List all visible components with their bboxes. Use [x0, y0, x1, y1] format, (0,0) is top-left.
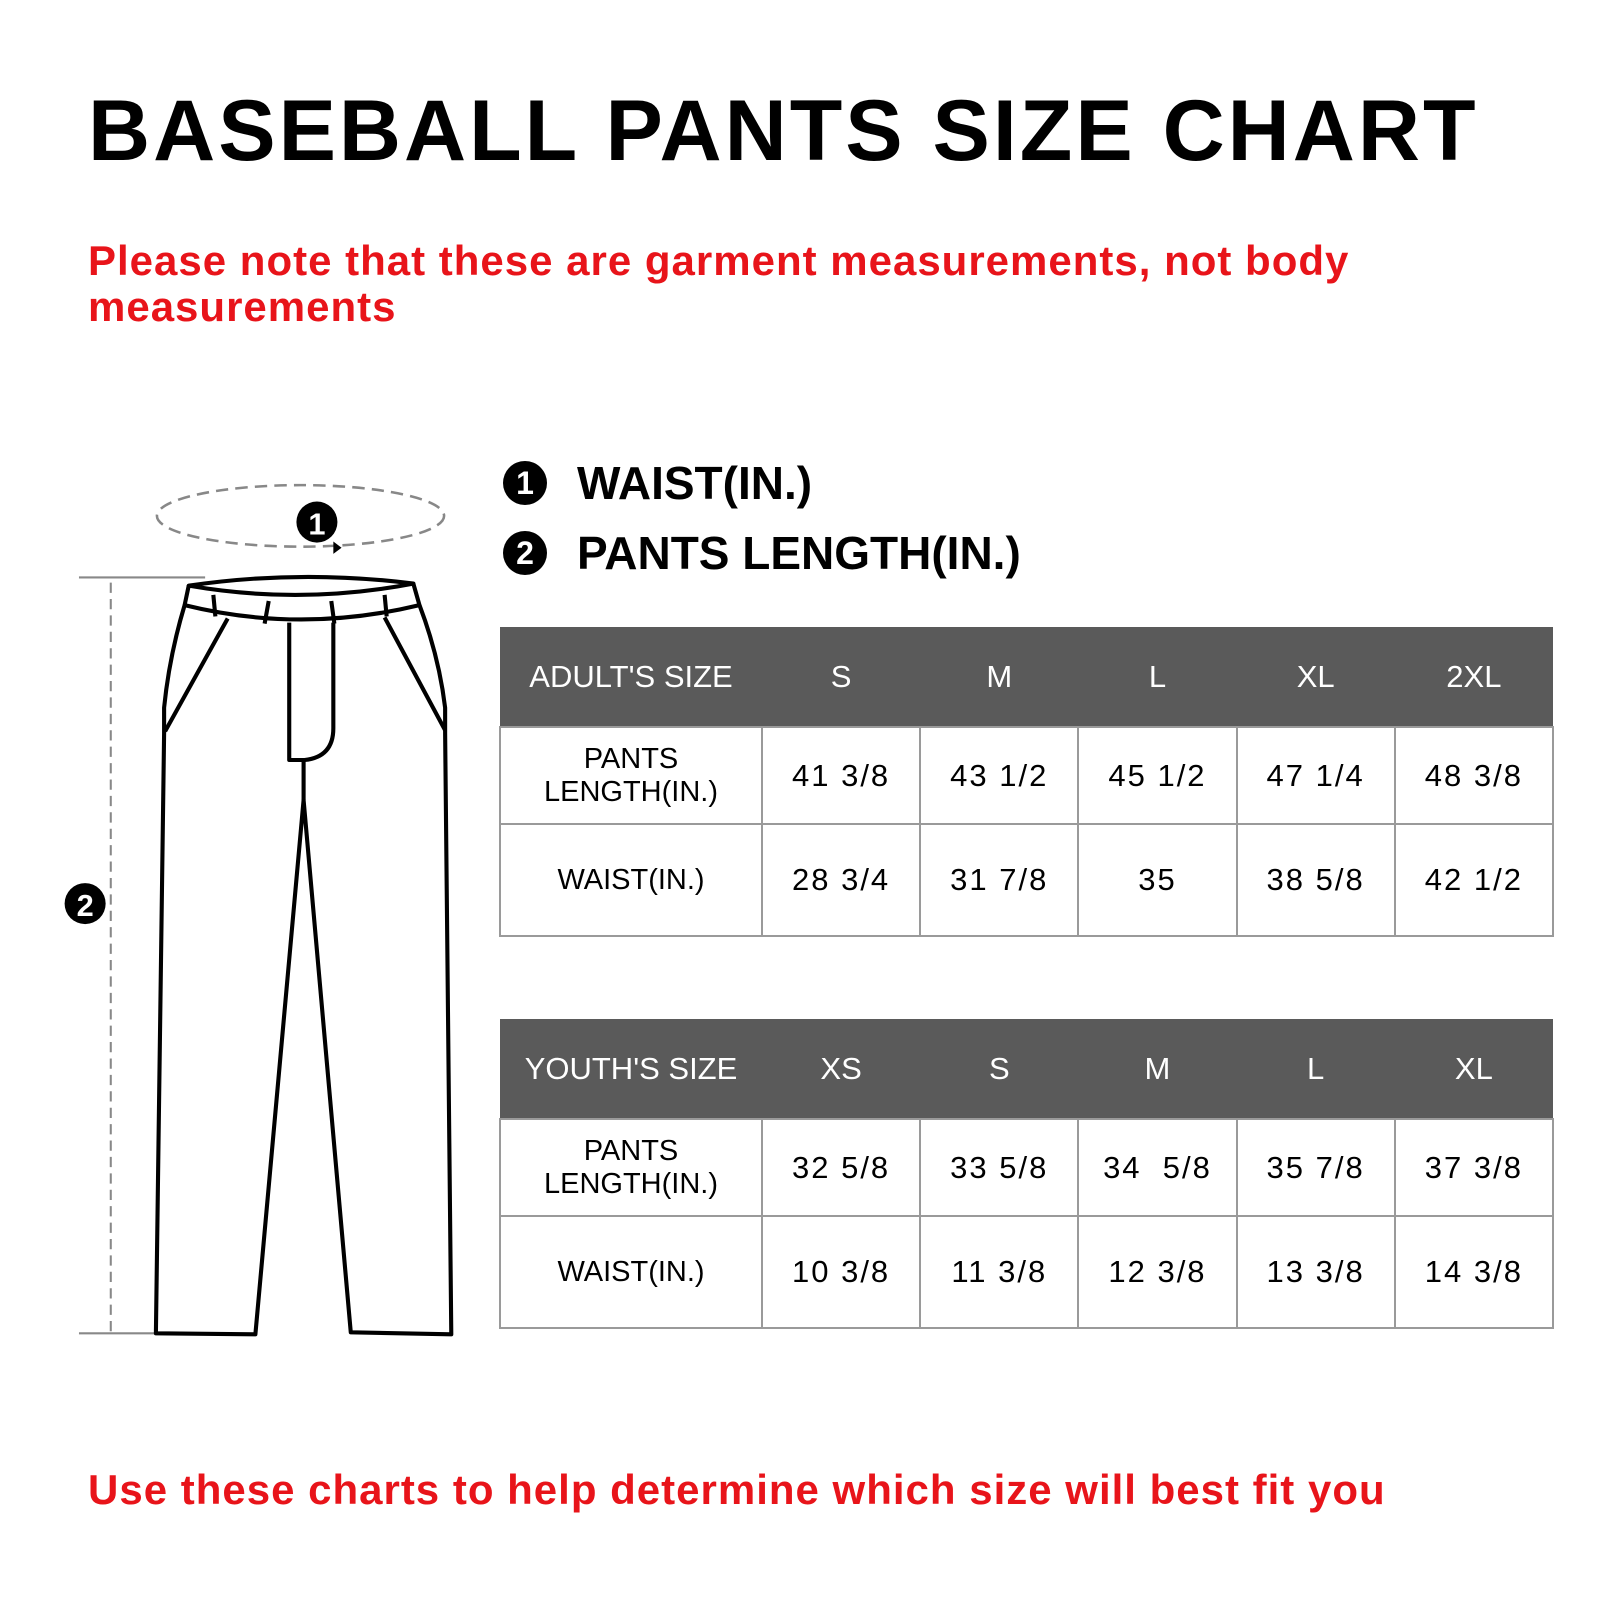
table-cell: 34 5/8 [1077, 1118, 1238, 1217]
legend-label: PANTS LENGTH(IN.) [577, 527, 1021, 579]
legend-waist: 1 WAIST(IN.) [503, 456, 812, 510]
header-cell: L [1236, 1019, 1395, 1119]
header-cell: XL [1394, 1019, 1553, 1119]
header-cell: 2XL [1394, 627, 1553, 727]
table-cell: 48 3/8 [1393, 726, 1555, 825]
table-cell: 32 5/8 [760, 1118, 922, 1217]
header-cell: YOUTH'S SIZE [500, 1019, 762, 1119]
header-cell: S [762, 627, 921, 727]
pants-outline [153, 574, 454, 1337]
table-row: PANTS LENGTH(IN.) 41 3/8 43 1/2 45 1/2 4… [499, 726, 1555, 825]
garment-note: Please note that these are garment measu… [88, 237, 1350, 330]
table-cell: 31 7/8 [919, 823, 1080, 937]
table-cell: 11 3/8 [919, 1215, 1080, 1329]
page-title: BASEBALL PANTS SIZE CHART [88, 83, 1479, 179]
number-1-icon: 1 [503, 461, 547, 505]
header-cell: ADULT'S SIZE [500, 627, 762, 727]
table-cell: 37 3/8 [1393, 1118, 1555, 1217]
header-cell: S [920, 1019, 1079, 1119]
header-cell: M [1078, 1019, 1237, 1119]
table-header-row: ADULT'S SIZE S M L XL 2XL [500, 627, 1553, 727]
header-cell: L [1078, 627, 1237, 727]
table-cell: 47 1/4 [1235, 726, 1396, 825]
table-cell: 41 3/8 [760, 726, 922, 825]
table-cell: 13 3/8 [1235, 1215, 1396, 1329]
legend-label: WAIST(IN.) [577, 457, 813, 509]
table-row: WAIST(IN.) 10 3/8 11 3/8 12 3/8 13 3/8 1… [499, 1215, 1555, 1329]
table-cell: 38 5/8 [1235, 823, 1396, 937]
number-2-icon: 2 [503, 531, 547, 575]
header-cell: XS [762, 1019, 921, 1119]
row-label: WAIST(IN.) [499, 1215, 763, 1329]
waist-marker-label: 1 [308, 506, 325, 541]
length-marker-circle [64, 883, 106, 925]
table-cell: 45 1/2 [1077, 726, 1238, 825]
table-cell: 35 7/8 [1235, 1118, 1396, 1217]
length-marker-label: 2 [77, 888, 94, 923]
waist-dashed-ellipse [155, 483, 446, 548]
row-label: PANTS LENGTH(IN.) [499, 726, 763, 825]
table-cell: 33 5/8 [919, 1118, 1080, 1217]
header-cell: XL [1236, 627, 1395, 727]
table-header-row: YOUTH'S SIZE XS S M L XL [500, 1019, 1553, 1119]
table-cell: 42 1/2 [1393, 823, 1555, 937]
legend-pants-length: 2 PANTS LENGTH(IN.) [503, 526, 1021, 580]
table-cell: 28 3/4 [760, 823, 922, 937]
table-cell: 14 3/8 [1393, 1215, 1555, 1329]
row-label: WAIST(IN.) [499, 823, 763, 937]
table-cell: 43 1/2 [919, 726, 1080, 825]
table-cell: 10 3/8 [760, 1215, 922, 1329]
adult-size-table: ADULT'S SIZE S M L XL 2XL PANTS LENGTH(I… [499, 627, 1555, 937]
row-label: PANTS LENGTH(IN.) [499, 1118, 763, 1217]
footer-note: Use these charts to help determine which… [88, 1466, 1386, 1513]
table-row: WAIST(IN.) 28 3/4 31 7/8 35 38 5/8 42 1/… [499, 823, 1555, 937]
waist-marker-circle [296, 501, 338, 543]
table-row: PANTS LENGTH(IN.) 32 5/8 33 5/8 34 5/8 3… [499, 1118, 1555, 1217]
youth-size-table: YOUTH'S SIZE XS S M L XL PANTS LENGTH(IN… [499, 1019, 1555, 1329]
arrow-icon [333, 541, 342, 554]
header-cell: M [920, 627, 1079, 727]
table-cell: 12 3/8 [1077, 1215, 1238, 1329]
table-cell: 35 [1077, 823, 1238, 937]
